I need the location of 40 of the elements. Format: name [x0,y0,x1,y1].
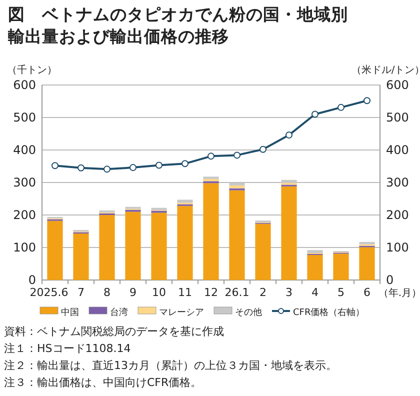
y2-axis-title: （米ドル/トン） [351,64,420,76]
x-tick-label: 5 [338,286,344,299]
y-tick-label: 500 [13,110,36,124]
y2-tick-label: 200 [386,208,409,222]
y-tick-label: 100 [13,240,36,254]
y-tick-label: 600 [13,78,36,92]
legend-label: その他 [235,307,262,318]
x-tick-label: 7 [78,286,84,299]
text: 資料：ベトナム関税総局のデータを基に作成 [4,324,225,340]
x-tick-label: 6 [364,286,370,299]
x-tick-label: 3 [286,286,292,299]
x-tick-label: 8 [104,286,110,299]
y2-tick-label: 400 [386,143,409,157]
x-tick-label: 11 [178,286,192,299]
y-tick-label: 400 [13,143,36,157]
y-axis-title: （千トン） [7,64,57,76]
x-tick-label: 2025.6 [30,286,68,299]
x-tick-label: 26.1 [224,286,250,299]
x-axis-title: （年.月） [378,287,420,299]
legend-label: 台湾 [110,307,128,318]
chart-title: 図 ベトナムのタピオカでん粉の国・地域別輸出量および輸出価格の推移 [8,4,349,48]
text: 注２：輸出量は、直近13カ月（累計）の上位３カ国・地域を表示。 [4,358,337,374]
x-tick-label: 4 [312,286,318,299]
y-tick-label: 200 [13,208,36,222]
x-tick-label: 10 [152,286,166,299]
legend-label: 中国 [61,307,79,318]
y2-tick-label: 300 [386,176,409,190]
y2-tick-label: 0 [386,273,394,287]
text: 注１：HSコード1108.14 [4,341,132,357]
y2-tick-label: 500 [386,110,409,124]
y-tick-label: 300 [13,176,36,190]
y2-tick-label: 100 [386,240,409,254]
legend-label: CFR価格（右軸） [293,307,365,318]
legend-label: マレーシア [159,308,204,318]
text: 注３：輸出価格は、中国向けCFR価格。 [4,375,203,391]
x-tick-label: 2 [260,286,266,299]
x-tick-label: 9 [130,286,136,299]
y2-tick-label: 600 [386,78,409,92]
y-tick-label: 0 [28,273,36,287]
x-tick-label: 12 [204,286,218,299]
